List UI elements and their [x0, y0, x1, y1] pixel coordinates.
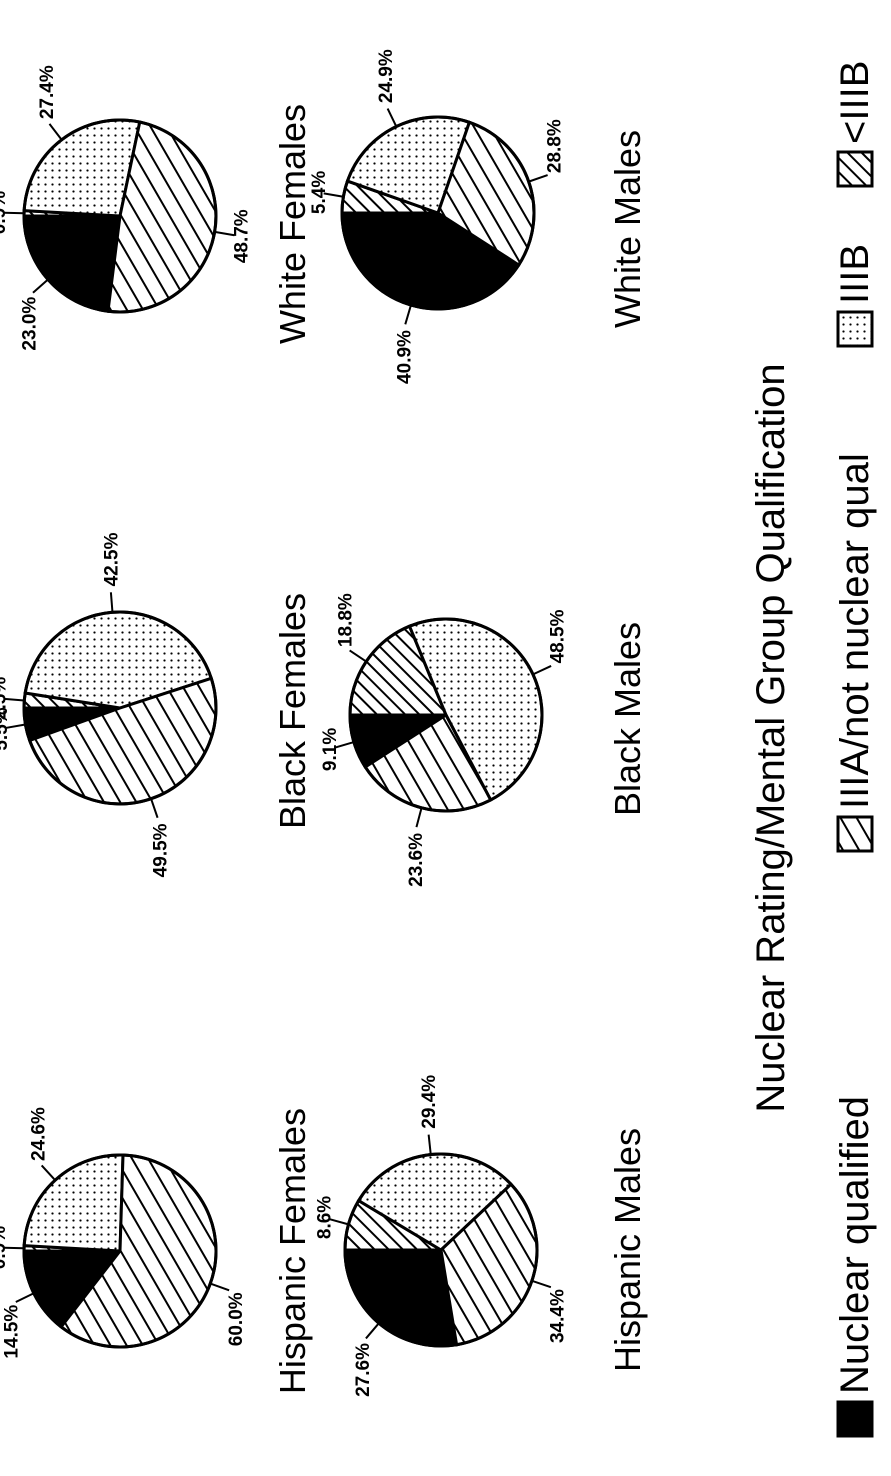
pie-hispanic-females: 14.5% 0.9% 24.6% 60.0% [0, 1107, 247, 1359]
pie-hispanic-males: 27.6% 8.6% 29.4% 34.4% [314, 1075, 568, 1397]
slice-leader [4, 211, 25, 215]
slice-label: 23.0% [19, 297, 40, 351]
pie-outline [343, 1152, 539, 1348]
legend-label: IIIB [833, 244, 877, 304]
pie-title: Black Males [607, 622, 648, 816]
pies-layer: 23.0% 0.9% 27.4% 48.7% 5.5%2.5% 42.5% 49.5% 14.… [0, 49, 569, 1397]
slice-leader [15, 1292, 35, 1303]
legend-item-nuclear: Nuclear qualified [833, 1096, 877, 1438]
pie-title: Black Females [272, 593, 313, 829]
slice-leader [48, 123, 63, 141]
chart-title: Nuclear Rating/Mental Group Qualificatio… [749, 363, 793, 1112]
legend-item-lt_iiib: <IIIB [833, 61, 877, 188]
slice-leader [4, 697, 25, 702]
slice-leader [531, 1279, 552, 1289]
legend-item-iiib: IIIB [833, 244, 877, 348]
legend-swatch [836, 150, 874, 188]
slice-iiib [22, 1153, 125, 1253]
pie-outline [340, 115, 536, 311]
slice-leader [109, 592, 114, 613]
slice-label: 24.6% [29, 1107, 50, 1161]
slice-label: 18.8% [336, 593, 357, 647]
legend-label: IIIA/not nuclear qual [833, 453, 877, 809]
pie-title: Hispanic Males [607, 1128, 648, 1372]
slice-leader [532, 665, 552, 676]
slice-leader [365, 1322, 380, 1340]
slice-leader [214, 230, 235, 237]
slice-leader [528, 174, 548, 183]
pie-outline [22, 1153, 218, 1349]
slice-label: 5.5% [0, 707, 12, 750]
slice-label: 2.5% [0, 677, 10, 720]
pie-title: White Females [272, 104, 313, 344]
slice-label: 60.0% [226, 1292, 247, 1346]
pie-white-females: 23.0% 0.9% 27.4% 48.7% [0, 65, 252, 350]
slice-leader [415, 807, 423, 828]
pie-black-males: 9.1% 18.8% 48.5% 23.6% [320, 593, 569, 887]
slice-label: 34.4% [548, 1289, 569, 1343]
slice-leader [5, 723, 26, 729]
slice-label: 14.5% [1, 1305, 22, 1359]
slice-leader [209, 1282, 230, 1292]
slice-leader [427, 1134, 432, 1155]
slice-label: 23.6% [406, 833, 427, 887]
slice-label: 27.6% [353, 1343, 374, 1397]
legend-swatch [836, 815, 874, 853]
legend: Nuclear qualified IIIA/not nuclear qual II… [833, 61, 877, 1438]
slice-label: 49.5% [151, 823, 172, 877]
slice-label: 48.5% [548, 609, 569, 663]
slice-leader [4, 1246, 25, 1250]
slice-label: 0.9% [0, 1226, 10, 1269]
slice-label: 9.1% [320, 728, 341, 771]
slice-leader [40, 1164, 56, 1181]
pie-title: Hispanic Females [272, 1108, 313, 1394]
slice-leader [349, 649, 367, 663]
slice-label: 29.4% [419, 1075, 440, 1129]
slice-label: 40.9% [395, 330, 416, 384]
slice-leader [323, 192, 344, 198]
slice-label: 28.8% [544, 119, 565, 173]
slice-label: 27.4% [37, 65, 58, 119]
slice-leader [386, 108, 398, 127]
slice-leader [150, 798, 159, 819]
pie-outline [22, 118, 218, 314]
pie-black-females: 5.5%2.5% 42.5% 49.5% [0, 532, 218, 877]
slice-leader [328, 1218, 349, 1226]
slice-label: 0.9% [0, 191, 10, 234]
slice-label: 42.5% [101, 532, 122, 586]
legend-item-iiia: IIIA/not nuclear qual [833, 453, 877, 853]
pie-titles-layer: White Females Black Females Hispanic Femal… [272, 104, 648, 1394]
slice-leader [334, 741, 355, 749]
slice-leader [32, 278, 49, 294]
pie-outline [22, 610, 218, 806]
legend-swatch [836, 1400, 874, 1438]
slice-label: 24.9% [376, 49, 397, 103]
pie-white-males: 40.9% 5.4% 24.9% 28.8% [309, 49, 566, 384]
slice-label: 5.4% [309, 171, 330, 214]
legend-label: Nuclear qualified [833, 1096, 877, 1394]
slice-label: 48.7% [231, 209, 252, 263]
slice-label: 8.6% [314, 1196, 335, 1239]
pie-title: White Males [607, 130, 648, 328]
pie-outline [348, 617, 544, 813]
slice-nuclear [343, 1248, 459, 1348]
legend-swatch [836, 310, 874, 348]
slice-leader [404, 304, 412, 325]
legend-label: <IIIB [833, 61, 877, 144]
